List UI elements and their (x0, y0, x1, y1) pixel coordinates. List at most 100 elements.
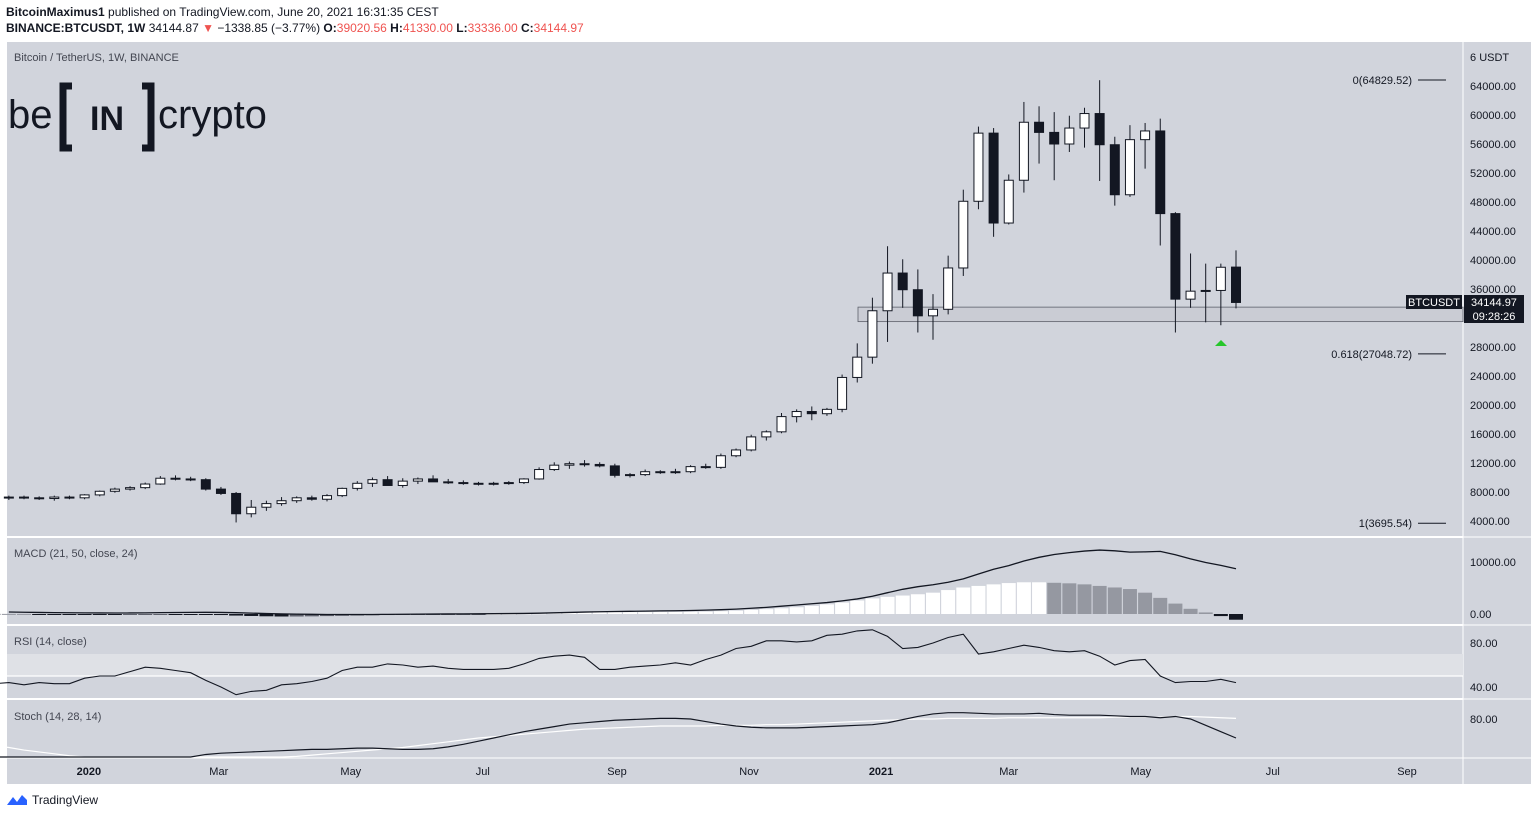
price-tick-label: 52000.00 (1470, 168, 1516, 180)
brand-text: TradingView (32, 793, 99, 807)
candle-body (715, 455, 726, 468)
candle-body (337, 487, 348, 497)
candle-body (837, 376, 848, 410)
macd-bar (623, 612, 637, 614)
macd-bar (486, 614, 501, 615)
macd-bar (759, 609, 774, 614)
candle-body (503, 482, 514, 485)
stoch-title: Stoch (14, 28, 14) (14, 711, 101, 723)
time-axis[interactable] (7, 758, 1463, 784)
candle-body (1094, 113, 1105, 146)
candle-body (700, 466, 711, 469)
macd-tick-label: 0.00 (1470, 609, 1491, 621)
candle-body (397, 480, 408, 486)
macd-bar (835, 602, 850, 614)
candle-body (776, 416, 787, 433)
macd-bar (198, 614, 213, 615)
macd-bar (729, 610, 744, 614)
price-tick-label: 36000.00 (1470, 284, 1516, 296)
macd-bar (926, 592, 940, 614)
macd-bar (850, 600, 865, 614)
low-value: 33336.00 (467, 21, 518, 35)
macd-bar (577, 612, 592, 614)
open-value: 39020.56 (336, 21, 387, 35)
candle-body (852, 356, 863, 378)
time-tick-label: 2020 (77, 766, 101, 778)
candle-body (291, 497, 302, 502)
candle-body (1109, 144, 1120, 196)
candle-body (200, 479, 211, 490)
price-tick-label: 48000.00 (1470, 197, 1516, 209)
candle-body (943, 267, 954, 310)
macd-title: MACD (21, 50, close, 24) (14, 548, 138, 560)
candle-body (155, 477, 166, 485)
price-tick-label: 60000.00 (1470, 110, 1516, 122)
price-tick-label: 16000.00 (1470, 429, 1516, 441)
macd-bar (865, 598, 880, 614)
macd-series: 0.00 10000.00 (0, 549, 1516, 621)
stoch-pane[interactable] (7, 700, 1463, 758)
candle-body (821, 408, 832, 415)
candle-body (276, 500, 287, 505)
candle-body (488, 482, 499, 485)
candle-body (731, 449, 742, 457)
macd-bar (592, 612, 607, 614)
macd-bar (698, 611, 713, 614)
macd-bar (1, 613, 16, 615)
macd-bar (168, 614, 183, 615)
green-marker-icon (1215, 340, 1227, 346)
candle-body (1155, 130, 1166, 215)
candle-body (458, 482, 469, 485)
author-name[interactable]: BitcoinMaximus1 (6, 5, 105, 19)
time-tick-label: Mar (209, 766, 228, 778)
rsi-tick-label: 80.00 (1470, 638, 1498, 650)
candle-body (685, 466, 696, 473)
ohlc-line: BINANCE:BTCUSDT, 1W 34144.87 ▼ −1338.85 … (6, 21, 584, 35)
macd-bar (1168, 603, 1183, 614)
price-badge (1464, 295, 1524, 309)
candle-body (246, 506, 257, 515)
time-ticks: 2020 Mar May Jul Sep Nov 2021 Mar May Jul Sep (77, 766, 1417, 778)
price-axis[interactable] (1463, 42, 1531, 784)
macd-bar (47, 614, 62, 615)
fib-label: 0(64829.52) (1353, 75, 1412, 87)
candle-body (79, 494, 90, 499)
candle-body (261, 503, 272, 508)
macd-line (8, 549, 1237, 616)
pane-title: Bitcoin / TetherUS, 1W, BINANCE (14, 52, 179, 64)
candle-body (382, 479, 393, 486)
macd-bar (107, 614, 122, 615)
macd-bar (638, 612, 653, 614)
macd-bar (471, 614, 486, 615)
tradingview-brand[interactable]: TradingView (6, 793, 98, 807)
candle-body (1231, 266, 1241, 303)
down-arrow-icon: ▼ (202, 21, 214, 35)
stoch-series: 80.00 (0, 712, 1498, 758)
candles[interactable] (3, 80, 1241, 523)
candle-body (412, 478, 423, 482)
candle-body (125, 487, 136, 490)
fib-levels[interactable]: 0(64829.52) 0.618(27048.72) 1(3695.54) (1331, 75, 1446, 530)
candle-body (746, 436, 757, 451)
price-change: −1338.85 (−3.77%) (217, 21, 321, 35)
rsi-band (7, 654, 1463, 676)
macd-bar (1107, 587, 1122, 614)
support-zone[interactable] (857, 306, 1464, 323)
candle-body (1185, 290, 1196, 300)
macd-bar (744, 609, 759, 614)
candle-body (185, 478, 196, 481)
macd-bar (304, 614, 319, 617)
macd-bar (1183, 608, 1198, 614)
candle-body (1140, 130, 1151, 141)
low-label: L: (456, 21, 468, 35)
candle-body (473, 482, 484, 485)
macd-bar (1062, 583, 1077, 614)
candle-body (655, 471, 666, 474)
price-tick-label: 44000.00 (1470, 226, 1516, 238)
candle-body (594, 463, 605, 467)
macd-bar (774, 608, 789, 614)
close-value: 34144.97 (533, 21, 584, 35)
macd-bar (713, 611, 728, 614)
candle-body (1034, 121, 1045, 133)
